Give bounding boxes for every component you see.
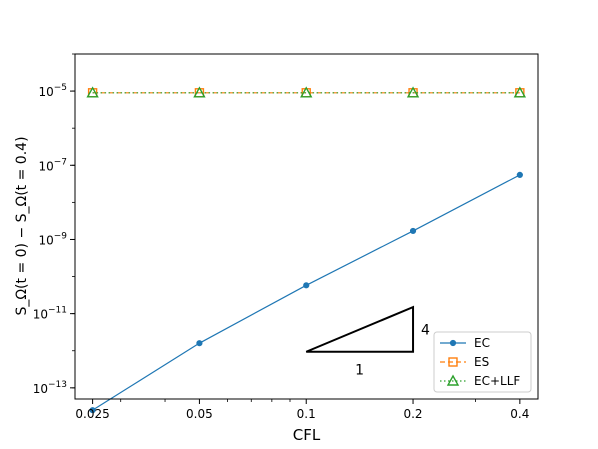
legend-label: EC <box>474 336 490 350</box>
data-point-ec <box>516 171 523 179</box>
legend-entry-ec: EC <box>440 336 490 350</box>
legend-marker <box>446 374 460 386</box>
x-tick-label: 0.025 <box>75 407 109 421</box>
legend-marker <box>448 357 458 367</box>
legend-label: ES <box>474 355 489 369</box>
legend-entry-es: ES <box>440 355 489 369</box>
plot-content <box>86 86 527 414</box>
legend-entry-ec-llf: EC+LLF <box>440 374 520 388</box>
data-point-ec-llf <box>406 86 420 98</box>
legend-label: EC+LLF <box>474 374 520 388</box>
x-axis-ticks: 0.025 0.05 0.1 0.2 0.4 <box>75 399 529 421</box>
y-tick-label: 10−9 <box>38 231 67 247</box>
slope-triangle: 14 <box>305 305 430 379</box>
y-axis-ticks: 10−13 10−11 10−9 10−7 10−5 <box>33 53 75 396</box>
x-tick-label: 0.4 <box>510 407 529 421</box>
y-tick-label: 10−13 <box>33 380 67 396</box>
slope-rise-label: 4 <box>421 322 430 338</box>
slope-run-label: 1 <box>355 363 364 379</box>
x-tick-label: 0.1 <box>297 407 316 421</box>
legend-frame <box>433 331 532 393</box>
y-tick-label: 10−5 <box>38 83 67 99</box>
x-tick-label: 0.05 <box>186 407 213 421</box>
y-tick-label: 10−7 <box>38 157 67 173</box>
legend: EC ES EC+LLF <box>433 331 532 393</box>
data-point-ec <box>303 282 310 289</box>
series-ec <box>89 171 523 414</box>
data-point-ec-llf <box>300 86 313 98</box>
series-ec-llf <box>86 86 527 98</box>
data-point-ec <box>196 340 203 347</box>
y-tick-label: 10−11 <box>33 306 67 322</box>
x-axis-label: CFL <box>293 426 321 444</box>
data-point-ec-llf <box>193 86 206 98</box>
data-point-ec <box>89 407 96 414</box>
data-point-ec <box>409 227 417 235</box>
x-tick-label: 0.2 <box>403 407 422 421</box>
slope-triangle-shape <box>305 305 415 353</box>
y-axis-label: S_Ω(t = 0) − S_Ω(t = 0.4) <box>14 136 30 315</box>
data-point-ec-llf <box>86 86 99 98</box>
legend-marker <box>449 339 457 347</box>
data-point-ec-llf <box>513 86 527 98</box>
